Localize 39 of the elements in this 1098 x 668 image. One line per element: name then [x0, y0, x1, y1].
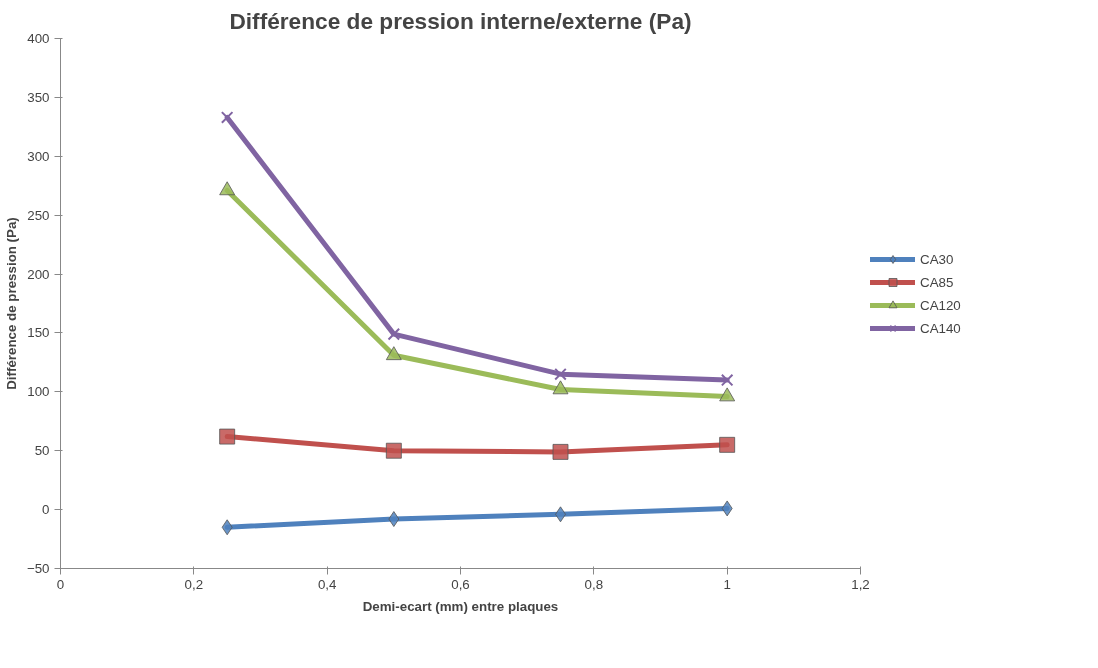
legend-label: CA30: [920, 251, 954, 267]
y-axis-title: Différence de pression (Pa): [3, 217, 19, 390]
y-tick-label: 50: [34, 443, 50, 459]
legend-label: CA140: [920, 320, 961, 336]
point: [552, 380, 569, 395]
chart-title: Différence de pression interne/externe (Pa): [229, 7, 692, 34]
legend-label: CA120: [920, 297, 961, 313]
point: [721, 500, 733, 517]
y-tick-label: 150: [27, 325, 50, 341]
point: [385, 442, 402, 459]
point: [387, 327, 401, 341]
y-tick-label: −50: [26, 561, 50, 576]
y-tick-label: 0: [42, 502, 50, 518]
point: [720, 373, 734, 387]
point: [221, 519, 233, 536]
x-tick-label: 0,8: [584, 576, 604, 592]
y-tick-label: 250: [27, 207, 50, 223]
x-tick-label: 0,4: [317, 576, 338, 592]
x-axis-title: Demi-ecart (mm) entre plaques: [362, 598, 559, 614]
y-tick-label: 100: [27, 384, 50, 400]
y-tick-label: 300: [27, 148, 50, 164]
point: [388, 511, 400, 527]
point: [554, 367, 567, 381]
y-tick-label: 400: [27, 31, 50, 46]
y-tick-label: 200: [27, 266, 50, 282]
x-tick-label: 0,2: [184, 576, 204, 592]
y-tick-label: 350: [27, 89, 50, 105]
legend-label: CA85: [920, 274, 954, 290]
point: [219, 428, 236, 445]
x-tick-label: 1,2: [851, 576, 870, 592]
point: [719, 387, 736, 402]
x-tick-label: 0,6: [451, 576, 470, 592]
point: [220, 111, 234, 124]
x-tick-label: 1: [723, 576, 731, 592]
x-tick-label: 0: [56, 576, 65, 592]
point: [552, 444, 569, 460]
point: [219, 181, 236, 196]
point: [719, 436, 736, 453]
point: [385, 346, 402, 361]
